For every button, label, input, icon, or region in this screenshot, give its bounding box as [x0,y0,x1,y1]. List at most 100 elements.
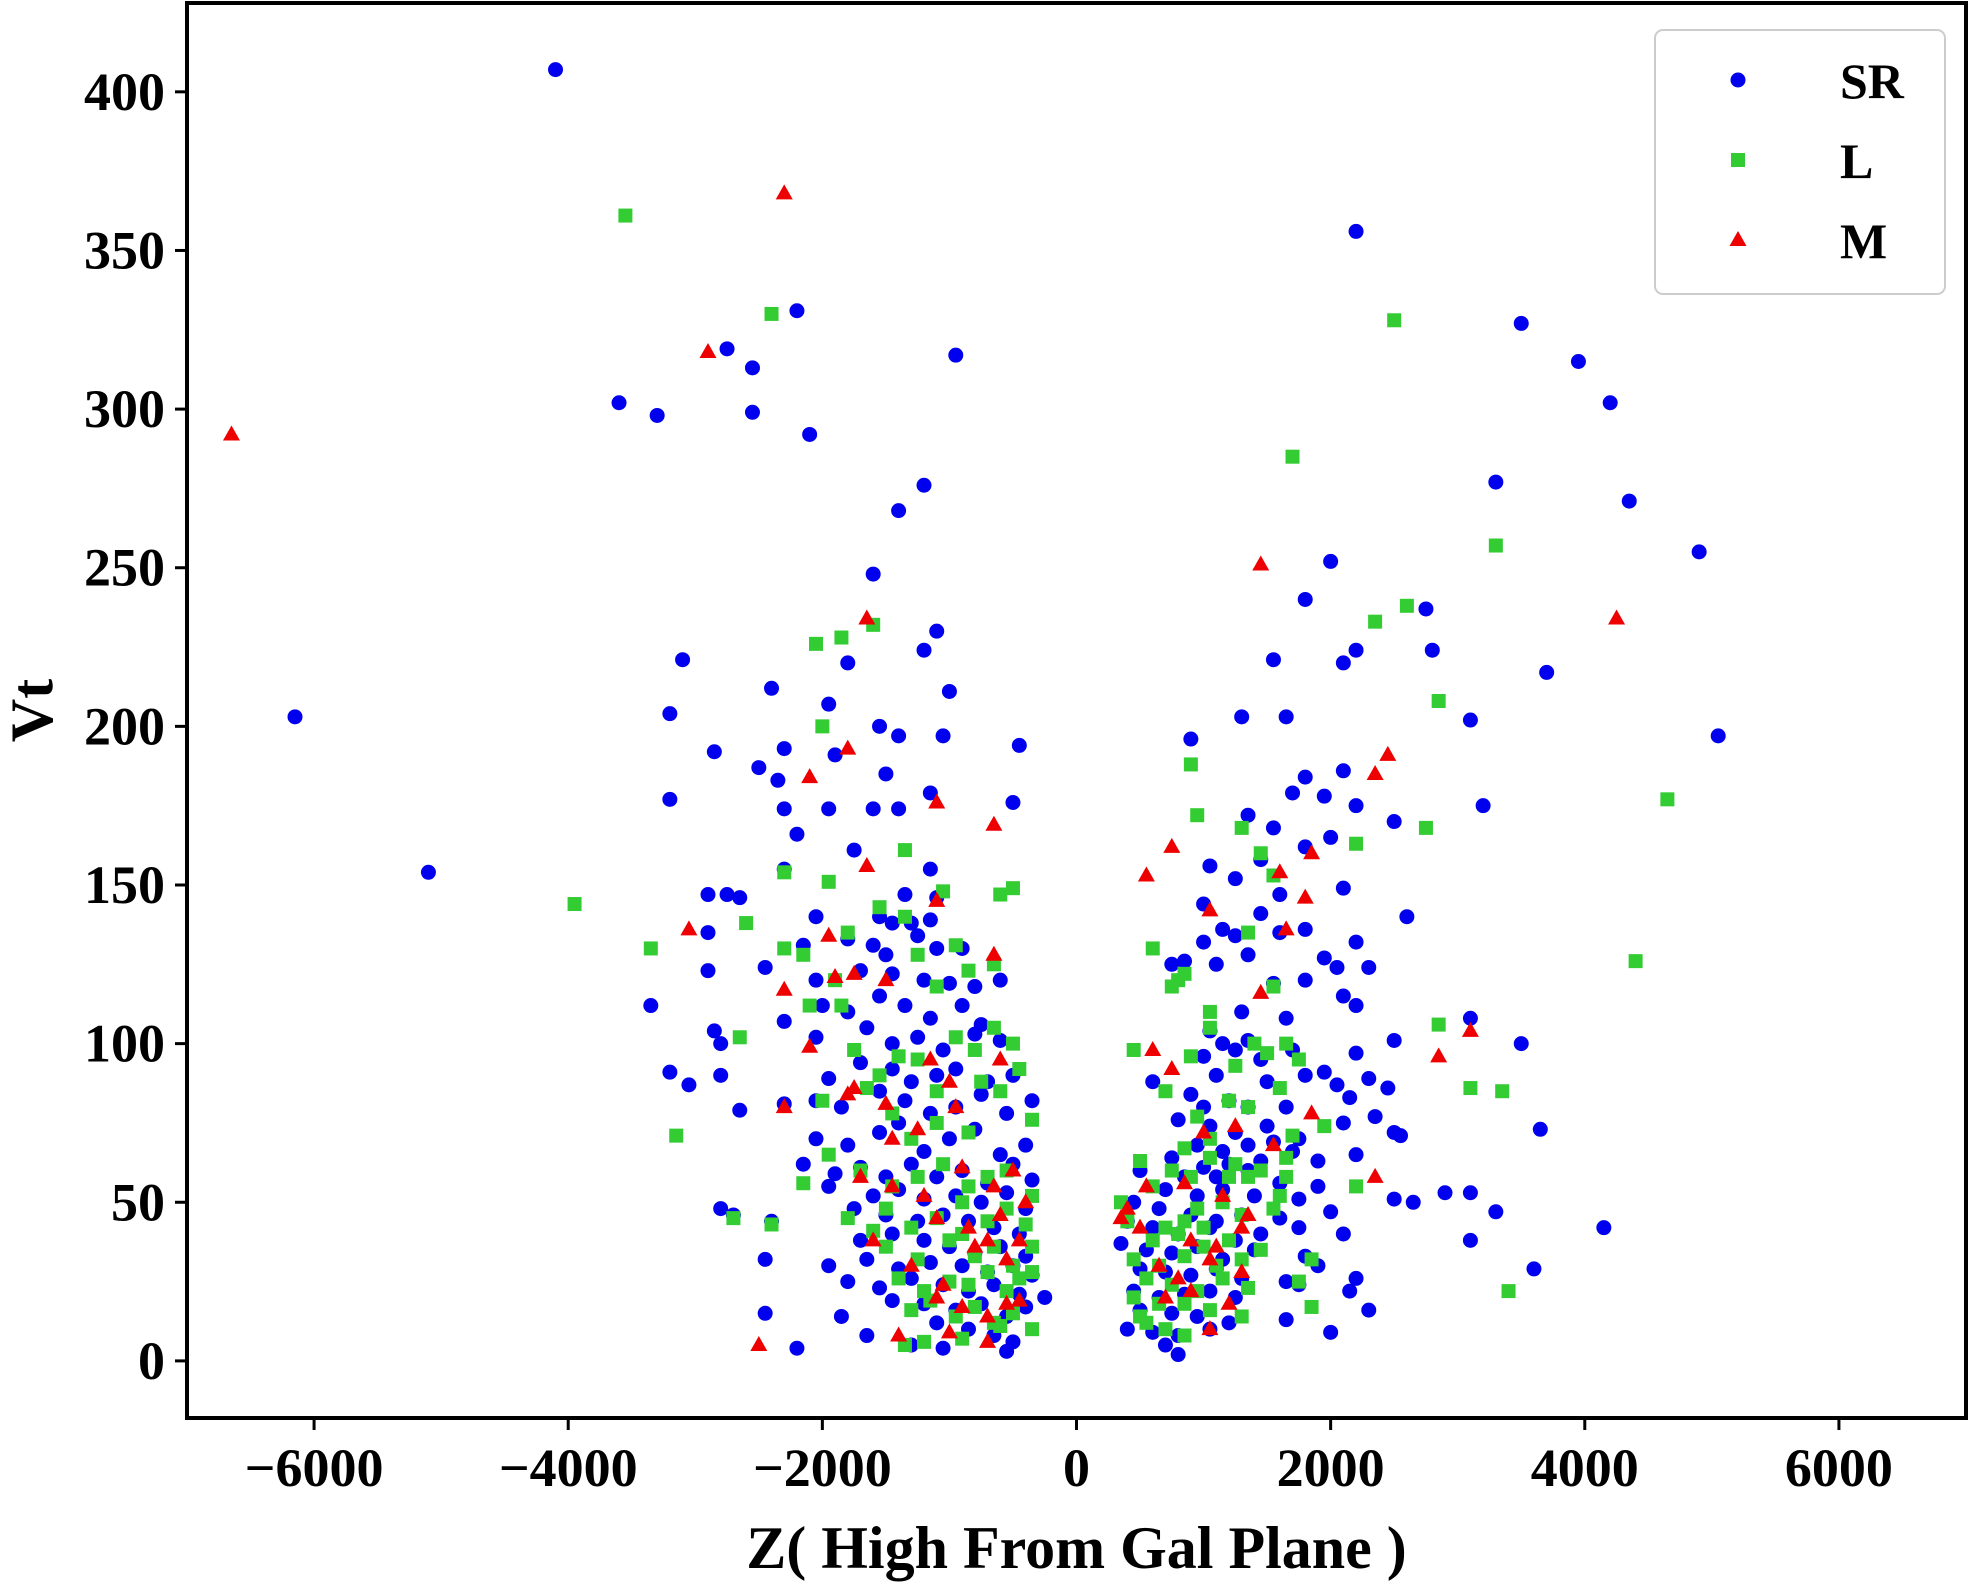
point-l [929,979,944,994]
point-sr [1424,642,1440,658]
point-sr [1145,1074,1161,1090]
point-sr [1227,871,1243,887]
point-l [1234,1252,1249,1267]
point-sr [713,1201,729,1217]
point-m [680,920,698,936]
point-sr [1285,785,1301,801]
point-sr [757,1305,773,1321]
point-l [1368,614,1383,629]
point-m [775,1098,793,1114]
point-l [1177,1328,1192,1343]
point-sr [1348,1147,1364,1163]
point-sr [872,1083,888,1099]
point-sr [865,937,881,953]
point-sr [954,998,970,1014]
point-l [961,963,976,978]
legend-label-l: L [1840,133,1873,189]
point-l [1221,1169,1236,1184]
point-m [801,768,819,784]
point-l [1177,1296,1192,1311]
point-sr [1215,921,1231,937]
point-sr [1208,956,1224,972]
point-sr [662,791,678,807]
point-sr [1018,1137,1034,1153]
point-sr [948,1061,964,1077]
point-sr [1202,858,1218,874]
point-sr [891,503,907,519]
point-sr [1335,1226,1351,1242]
point-sr [1278,1274,1294,1290]
point-m [858,856,876,872]
point-sr [649,407,665,423]
point-sr [954,1258,970,1274]
point-sr [948,347,964,363]
point-m [991,1205,1009,1221]
point-l [1495,1084,1510,1099]
point-sr [1189,1188,1205,1204]
point-sr [1462,1185,1478,1201]
point-l [1164,1163,1179,1178]
point-l [1234,1309,1249,1324]
point-sr [859,1328,875,1344]
point-sr [1361,1302,1377,1318]
point-l [1349,836,1364,851]
point-l [1660,792,1675,807]
point-sr [1323,1324,1339,1340]
point-sr [1526,1261,1542,1277]
point-l [872,1068,887,1083]
y-tick-label: 50 [111,1172,165,1232]
point-l [936,1157,951,1172]
point-sr [751,760,767,776]
legend-marker-l [1731,153,1745,167]
point-sr [872,988,888,1004]
point-sr [789,303,805,319]
point-sr [852,1055,868,1071]
point-sr [903,1074,919,1090]
point-m [1176,1174,1194,1190]
point-sr [706,1023,722,1039]
point-sr [1513,315,1529,331]
point-m [991,1050,1009,1066]
axis-ticks: −6000 −4000 −2000 0 2000 4000 6000 0 50 100 150 200… [84,62,1893,1498]
point-sr [929,1169,945,1185]
point-sr [1323,553,1339,569]
point-sr [897,887,913,903]
point-l [961,1125,976,1140]
x-tick-label: 2000 [1277,1438,1385,1498]
point-sr [941,683,957,699]
point-l [910,947,925,962]
point-m [1163,1060,1181,1076]
point-sr [1253,1226,1269,1242]
point-sr [865,566,881,582]
point-sr [1335,880,1351,896]
point-sr [1196,1048,1212,1064]
point-m [947,1098,965,1114]
point-m [750,1336,768,1352]
point-sr [910,928,926,944]
point-sr [1164,1245,1180,1261]
point-l [739,916,754,931]
point-sr [1348,223,1364,239]
point-sr [1005,795,1021,811]
point-l [840,1211,855,1226]
point-l [1253,846,1268,861]
point-l [764,306,779,321]
point-l [1501,1284,1516,1299]
point-l [1241,1100,1256,1115]
point-sr [1024,1093,1040,1109]
point-sr [840,1137,856,1153]
point-sr [922,912,938,928]
point-sr [1246,1188,1262,1204]
point-sr [700,887,716,903]
point-m [1233,1263,1251,1279]
point-sr [1348,642,1364,658]
point-sr [852,1232,868,1248]
point-l [904,1303,919,1318]
point-sr [732,1102,748,1118]
point-sr [1278,1312,1294,1328]
point-l [815,719,830,734]
point-m [839,739,857,755]
point-m [979,1332,997,1348]
point-sr [935,1340,951,1356]
point-sr [903,1156,919,1172]
